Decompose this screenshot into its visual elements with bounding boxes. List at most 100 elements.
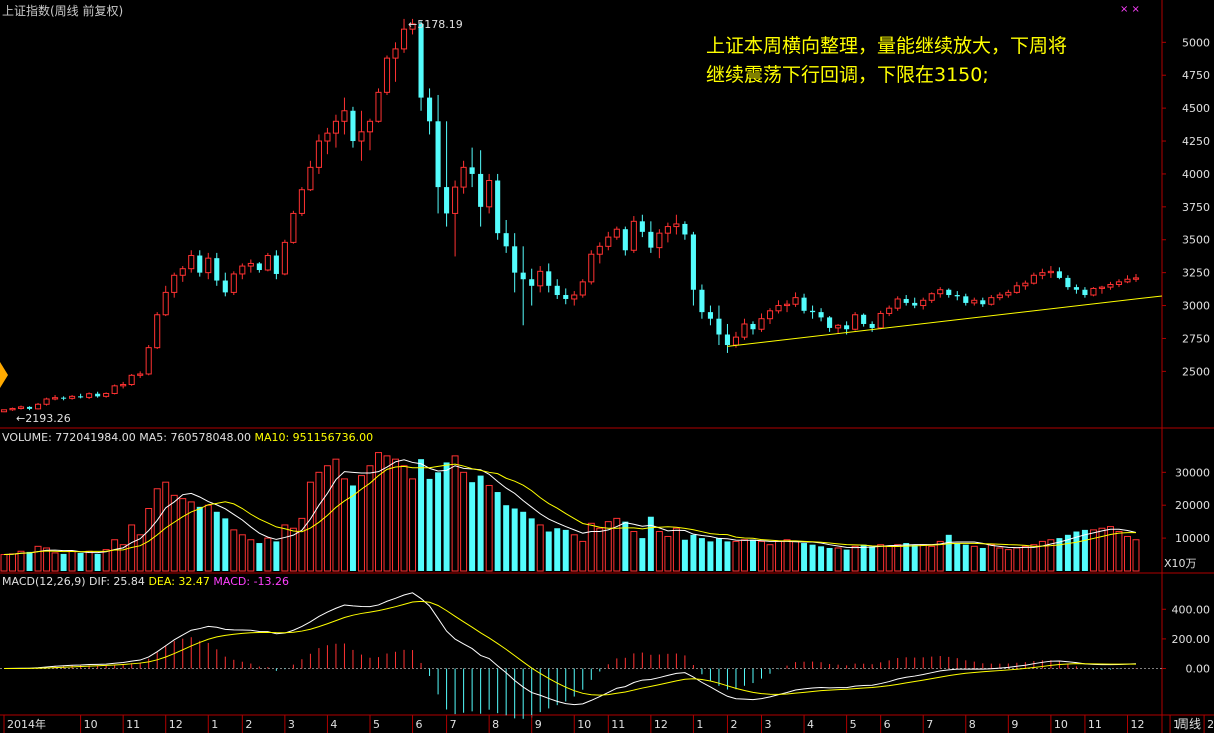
candle-down (716, 318, 722, 335)
volume-bar-up (1106, 526, 1114, 572)
volume-bar-up (613, 517, 621, 572)
volume-info: VOLUME: 772041984.00 MA5: 760578048.00 M… (2, 431, 373, 444)
price-tick-label: 5000 (1182, 36, 1210, 49)
volume-bar-down (26, 551, 33, 571)
x-tick-label: 4 (330, 718, 337, 731)
x-tick-label: 11 (1088, 718, 1102, 731)
volume-bar-up (783, 539, 791, 572)
candle-up (928, 293, 935, 301)
candle-up (732, 336, 740, 346)
volume-tick-label: 30000 (1175, 466, 1210, 479)
x-tick-label: 8 (492, 718, 499, 731)
volume-bar-up (732, 540, 740, 572)
volume-bar-down (843, 549, 850, 571)
volume-bar-down (681, 539, 688, 571)
volume-bar-down (622, 521, 629, 571)
volume-tick-label: 20000 (1175, 499, 1210, 512)
candle-up (69, 395, 76, 399)
candle-down (520, 272, 526, 280)
volume-bar-up (1132, 539, 1140, 572)
volume-bar-up (996, 547, 1004, 572)
candle-down (699, 289, 705, 313)
volume-bar-up (664, 535, 672, 572)
volume-bar-up (1021, 545, 1029, 572)
volume-bar-up (9, 553, 16, 572)
volume-bar-up (758, 540, 765, 572)
macd-tick-label: 0.00 (1186, 663, 1211, 676)
x-tick-label: 12 (169, 718, 183, 731)
volume-bar-up (877, 544, 885, 572)
x-tick-label: 1 (211, 718, 218, 731)
volume-bar-down (426, 478, 433, 571)
volume-bar-down (750, 539, 756, 571)
volume-bar-up (170, 494, 178, 572)
price-low-label: ←2193.26 (16, 412, 71, 425)
candle-up (145, 347, 152, 375)
candle-down (827, 317, 833, 328)
volume-bar-up (289, 527, 297, 572)
volume-bar-up (298, 517, 306, 572)
volume-bar-up (587, 522, 595, 572)
candle-down (26, 406, 33, 409)
volume-bar-down (1073, 531, 1080, 571)
candle-down (903, 298, 909, 303)
volume-bar-down (418, 459, 425, 571)
volume-bar-up (51, 552, 59, 572)
volume-value: VOLUME: 772041984.00 (2, 431, 136, 444)
volume-bar-up (579, 540, 587, 572)
volume-bar-up (187, 501, 195, 572)
candle-up (103, 392, 110, 397)
candle-up (673, 223, 680, 228)
volume-bar-down (945, 534, 952, 571)
macd-info: MACD(12,26,9) DIF: 25.84 DEA: 32.47 MACD… (2, 575, 289, 588)
x-tick-label: 10 (84, 718, 98, 731)
volume-bar-down (647, 516, 654, 571)
candle-up (1013, 285, 1020, 293)
volume-bar-up (281, 524, 289, 572)
period-label[interactable]: 周线 (1176, 717, 1201, 731)
x-tick-label: 1 (696, 718, 703, 731)
x-tick-label: 12 (1130, 718, 1144, 731)
candle-up (588, 253, 595, 283)
candle-down (554, 285, 560, 296)
x-tick-label: 4 (807, 718, 814, 731)
candle-down (495, 180, 501, 234)
price-tick-label: 2500 (1182, 365, 1210, 378)
price-tick-label: 3500 (1182, 234, 1210, 247)
candle-down (1073, 287, 1079, 290)
candle-up (179, 268, 186, 276)
left-scroll-arrow-icon (0, 362, 8, 388)
x-tick-label: 8 (969, 718, 976, 731)
macd-label: MACD(12,26,9) (2, 575, 86, 588)
candle-up (852, 314, 859, 330)
volume-bar-up (332, 458, 340, 572)
volume-bar-down (1081, 529, 1088, 571)
candle-up (358, 131, 365, 142)
candle-up (1107, 283, 1114, 288)
volume-bar-down (562, 529, 569, 571)
volume-bar-up (392, 458, 399, 572)
volume-bar-down (94, 553, 101, 571)
volume-bar-down (196, 506, 203, 571)
candle-down (512, 246, 518, 273)
x-tick-label: 7 (450, 718, 457, 731)
candle-down (818, 312, 824, 318)
volume-tick-label: 10000 (1175, 532, 1210, 545)
x-tick-label: 6 (884, 718, 891, 731)
candle-down (954, 295, 960, 297)
candle-up (783, 303, 791, 307)
macd-dif: DIF: 25.84 (89, 575, 145, 588)
volume-bar-down (1064, 534, 1071, 571)
candle-down (444, 187, 450, 214)
volume-bar-up (970, 545, 978, 572)
volume-bar-up (68, 550, 76, 572)
volume-bar-down (911, 544, 918, 571)
chart-tools-icon[interactable]: × × (1120, 4, 1140, 15)
x-tick-label: 10 (577, 718, 591, 731)
volume-bar-down (903, 543, 910, 571)
candle-up (324, 132, 331, 142)
candle-up (920, 299, 927, 307)
analysis-annotation: 上证本周横向整理，量能继续放大，下周将 继续震荡下行回调，下限在3150; (706, 32, 1166, 90)
candle-up (1030, 274, 1037, 284)
